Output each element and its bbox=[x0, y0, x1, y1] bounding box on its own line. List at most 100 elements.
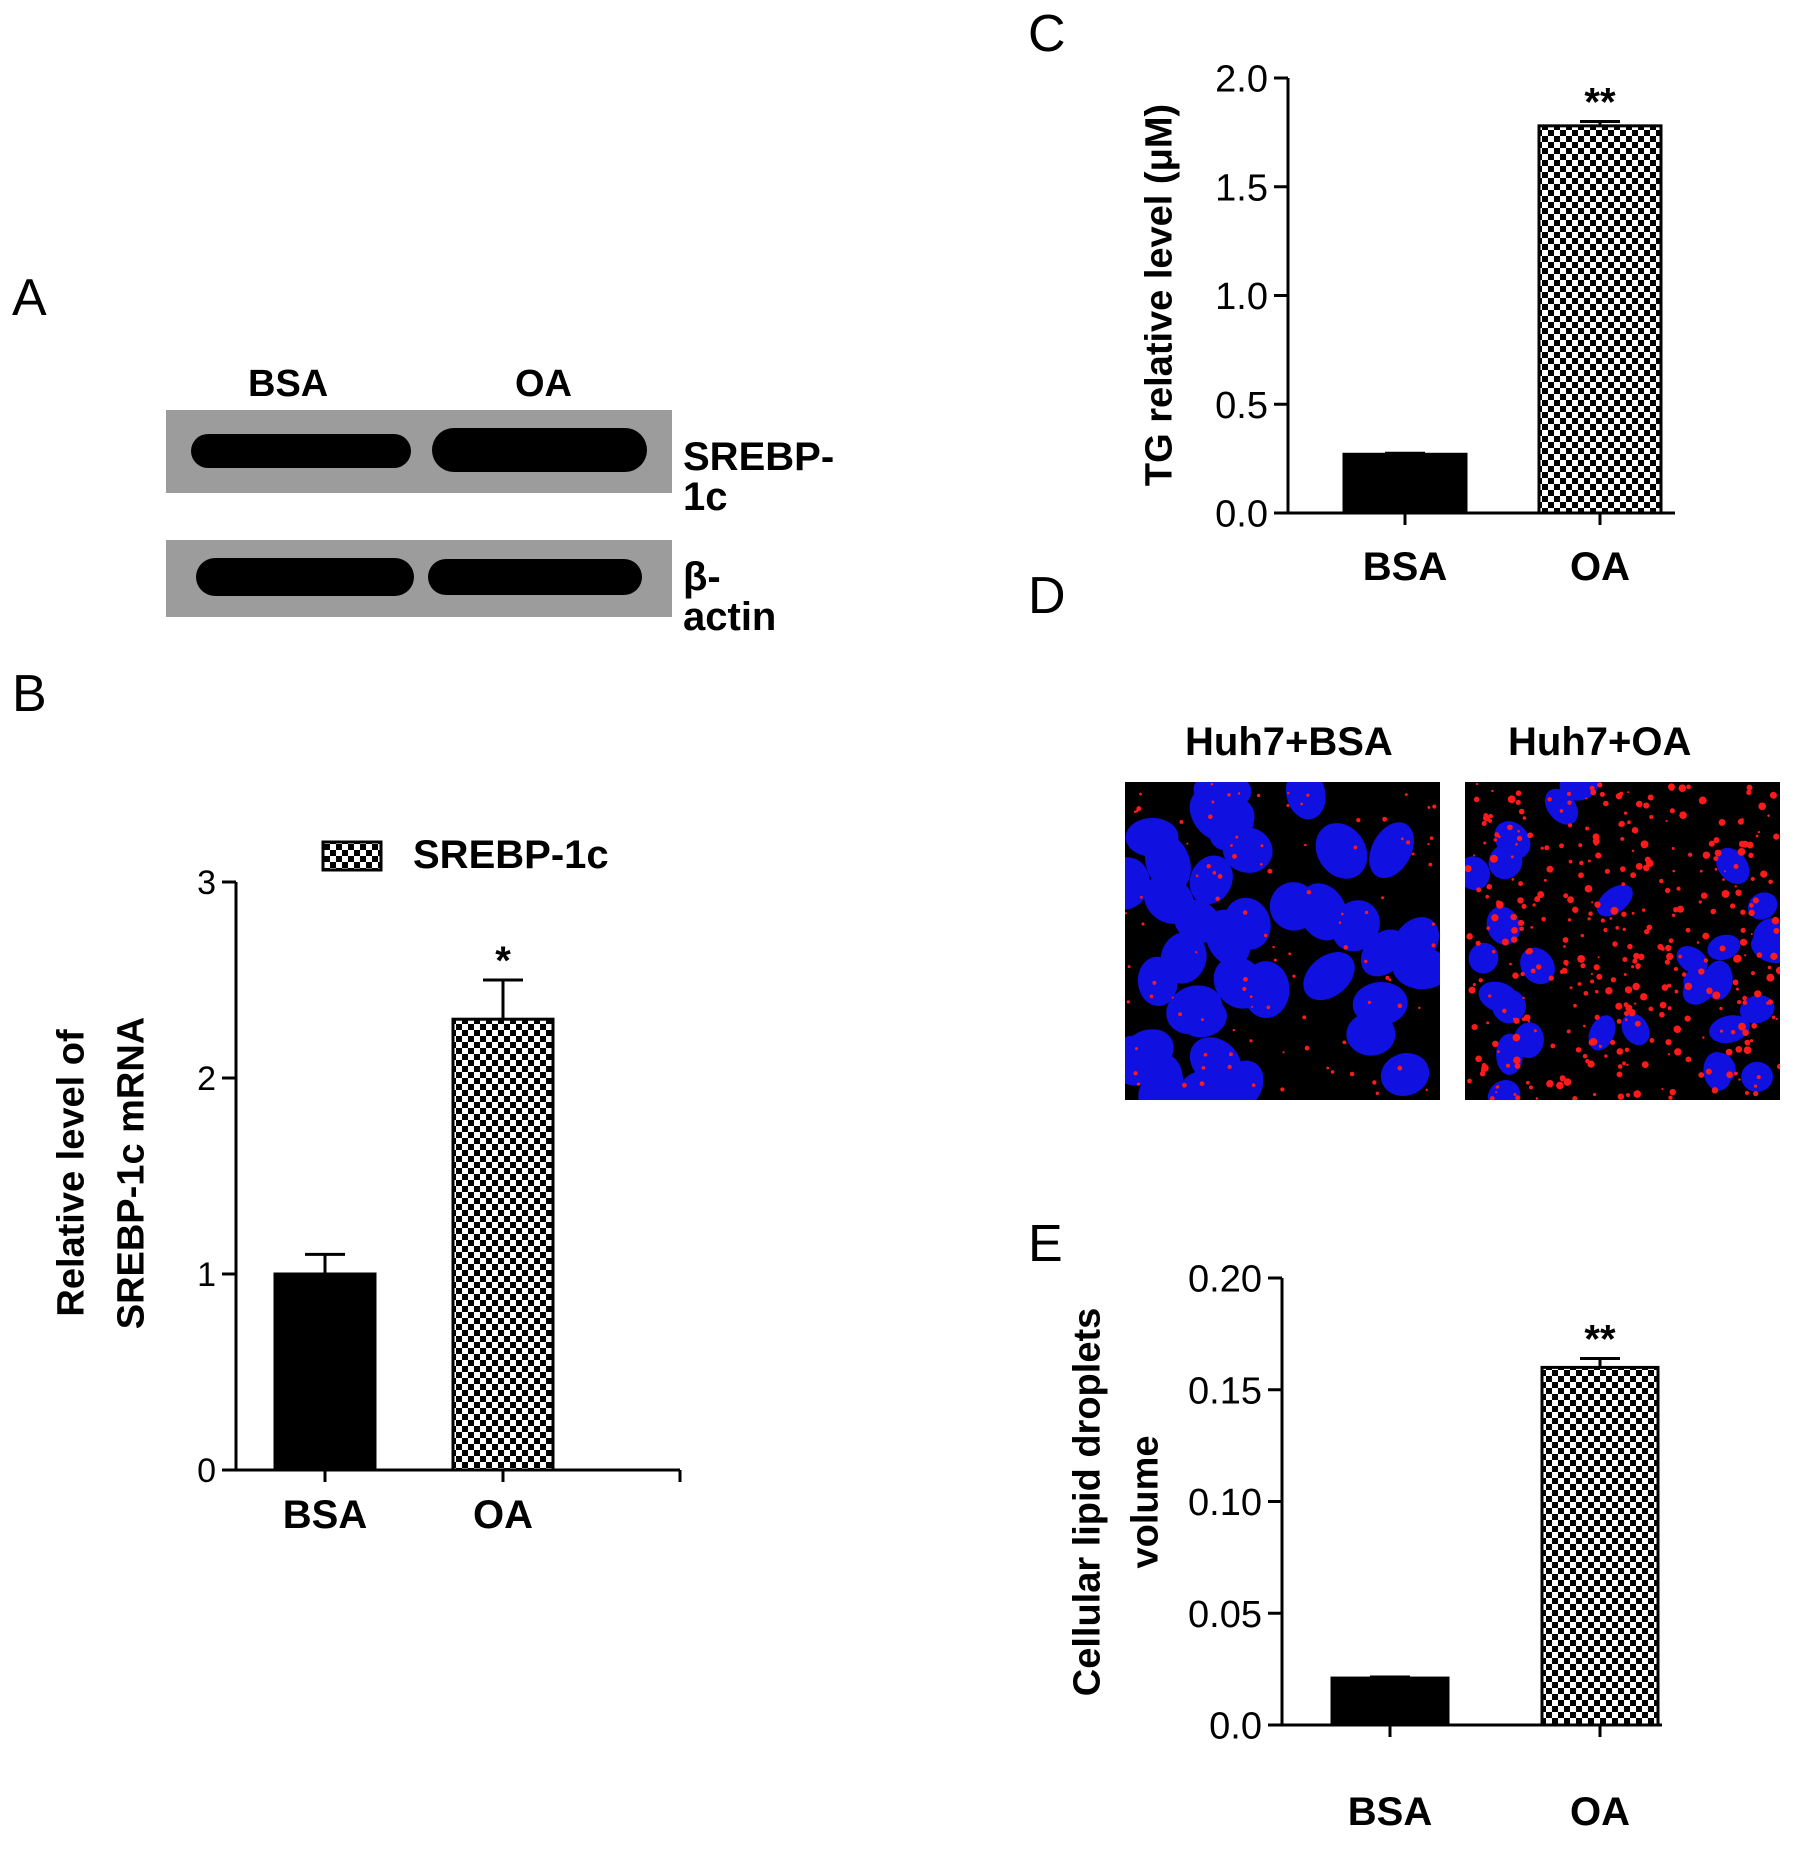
lipid-droplet bbox=[1561, 967, 1568, 974]
lipid-droplet bbox=[1511, 936, 1518, 943]
lipid-droplet bbox=[1696, 941, 1700, 944]
y-tick-label: 0.0 bbox=[1209, 1706, 1262, 1748]
lipid-droplet bbox=[1330, 1070, 1335, 1074]
x-category-label: BSA bbox=[283, 1493, 367, 1537]
lipid-droplet bbox=[1472, 983, 1476, 987]
lipid-droplet bbox=[1195, 951, 1198, 954]
lipid-droplet bbox=[1491, 914, 1499, 922]
lipid-droplet bbox=[1171, 996, 1174, 999]
lipid-droplet bbox=[1587, 917, 1591, 921]
lipid-droplet bbox=[1580, 933, 1585, 938]
nucleus bbox=[1739, 995, 1775, 1024]
lipid-droplet bbox=[1210, 782, 1214, 786]
micrograph-bsa bbox=[1125, 782, 1440, 1100]
lipid-droplet bbox=[1742, 1000, 1748, 1005]
lipid-droplet bbox=[1678, 954, 1682, 959]
lipid-droplet bbox=[1521, 1017, 1526, 1022]
lipid-droplet bbox=[1546, 1079, 1554, 1088]
lipid-droplet bbox=[1665, 819, 1668, 823]
lipid-droplet bbox=[1649, 1038, 1655, 1043]
lipid-droplet bbox=[1735, 1046, 1743, 1053]
lipid-droplet bbox=[1388, 978, 1392, 982]
lipid-droplet bbox=[1635, 862, 1643, 870]
lipid-droplet bbox=[1733, 863, 1739, 870]
nucleus bbox=[1676, 946, 1708, 974]
lipid-droplet bbox=[1722, 878, 1725, 881]
lipid-droplet bbox=[1559, 809, 1564, 813]
lipid-droplet bbox=[1251, 1005, 1254, 1008]
lipid-droplet bbox=[1627, 943, 1633, 950]
lipid-droplet bbox=[1756, 952, 1763, 958]
lipid-droplet bbox=[1511, 878, 1515, 881]
lipid-droplet bbox=[1342, 1040, 1347, 1045]
lipid-droplet bbox=[1750, 933, 1753, 936]
lipid-droplet bbox=[1507, 795, 1516, 804]
lipid-droplet bbox=[1595, 852, 1602, 859]
lipid-droplet bbox=[1739, 938, 1748, 946]
lipid-droplet bbox=[1543, 878, 1547, 882]
lipid-droplet bbox=[1599, 791, 1605, 797]
lipid-droplet bbox=[1708, 840, 1715, 847]
lipid-droplet bbox=[1465, 865, 1472, 873]
lipid-droplet bbox=[1624, 986, 1633, 994]
lipid-droplet bbox=[1666, 952, 1674, 961]
lipid-droplet bbox=[1643, 802, 1650, 809]
lipid-droplet bbox=[1567, 800, 1572, 805]
y-axis-label: Cellular lipid droplets volume bbox=[1066, 1308, 1166, 1697]
significance-marker: ** bbox=[1584, 1317, 1616, 1361]
nucleus bbox=[1715, 847, 1750, 885]
lipid-droplet bbox=[1530, 968, 1536, 974]
nucleus bbox=[1478, 981, 1520, 1013]
micro-label-bsa: Huh7+BSA bbox=[1185, 720, 1393, 764]
lipid-droplet bbox=[1217, 873, 1223, 879]
nucleus bbox=[1703, 1052, 1732, 1091]
legend-swatch bbox=[321, 840, 383, 872]
lipid-droplet bbox=[1676, 886, 1681, 891]
lipid-droplet bbox=[1427, 843, 1430, 846]
lipid-droplet bbox=[1712, 991, 1721, 1000]
lipid-droplet bbox=[1302, 1015, 1307, 1020]
lipid-droplet bbox=[1730, 1029, 1736, 1035]
lipid-droplet bbox=[1495, 1085, 1499, 1089]
lipid-droplet bbox=[1579, 860, 1584, 866]
nucleus bbox=[1346, 1012, 1396, 1056]
lipid-droplet bbox=[1534, 896, 1541, 903]
lipid-droplet bbox=[1698, 900, 1702, 904]
lipid-droplet bbox=[1702, 1036, 1705, 1039]
lipid-droplet bbox=[1232, 1028, 1235, 1032]
lipid-droplet bbox=[1126, 1000, 1130, 1004]
lipid-droplet bbox=[1616, 1048, 1624, 1055]
lipid-droplet bbox=[1479, 1070, 1486, 1077]
lipid-droplet bbox=[1585, 1059, 1590, 1064]
lipid-droplet bbox=[1624, 1047, 1630, 1053]
lipid-droplet bbox=[1364, 910, 1369, 915]
panel-letter-e: E bbox=[1028, 1215, 1063, 1273]
lipid-droplet bbox=[1725, 1048, 1733, 1056]
lipid-droplet bbox=[1758, 802, 1767, 811]
lipid-droplet bbox=[1713, 837, 1720, 844]
nucleus bbox=[1209, 799, 1255, 851]
lipid-droplet bbox=[1372, 1080, 1377, 1085]
lipid-droplet bbox=[1489, 854, 1498, 863]
lipid-droplet bbox=[1300, 802, 1304, 806]
y-tick-label: 0 bbox=[197, 1452, 216, 1490]
lipid-droplet bbox=[1659, 878, 1664, 884]
nucleus bbox=[1392, 917, 1440, 969]
bar-oa bbox=[451, 1017, 555, 1472]
lipid-droplet bbox=[1640, 840, 1649, 849]
lipid-droplet bbox=[1466, 933, 1473, 940]
lipid-droplet bbox=[1612, 941, 1618, 947]
lipid-droplet bbox=[1744, 1090, 1750, 1096]
lipid-droplet bbox=[1556, 1081, 1564, 1090]
lipid-droplet bbox=[1400, 837, 1404, 841]
lipid-droplet bbox=[1623, 1002, 1629, 1008]
lipid-droplet bbox=[1603, 800, 1609, 807]
nucleus bbox=[1137, 956, 1178, 1007]
lipid-droplet bbox=[1641, 1061, 1649, 1069]
lipid-droplet bbox=[1385, 975, 1390, 980]
lipid-droplet bbox=[1669, 785, 1675, 791]
band-srebp-oa bbox=[432, 428, 647, 472]
lipid-droplet bbox=[1568, 859, 1573, 864]
lipid-droplet bbox=[1565, 964, 1568, 967]
lipid-droplet bbox=[1631, 827, 1639, 834]
